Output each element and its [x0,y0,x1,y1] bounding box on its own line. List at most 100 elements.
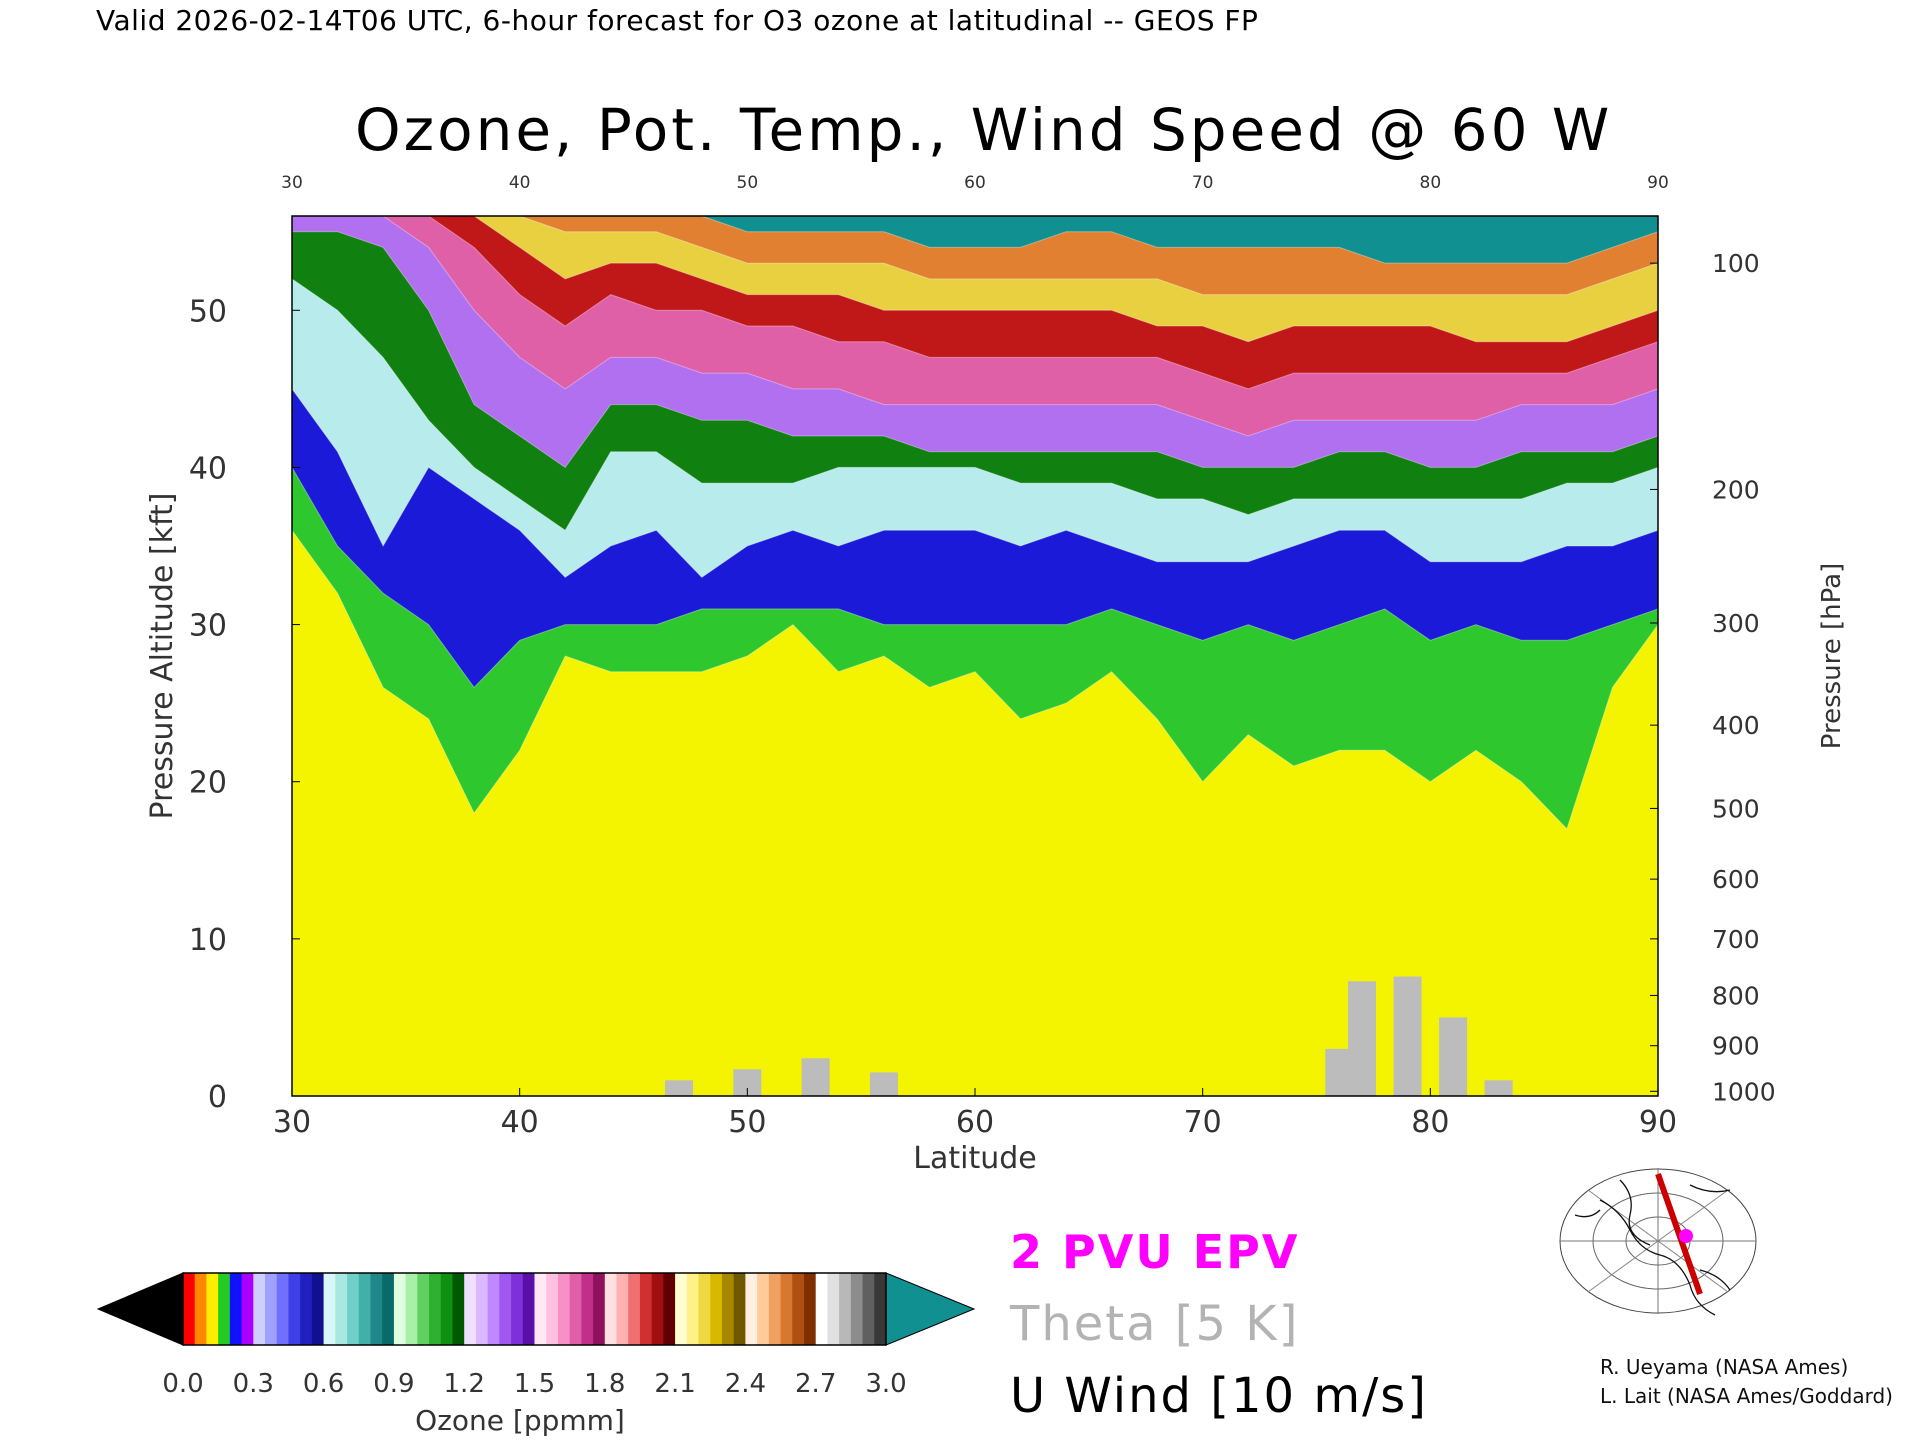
x-tick-label: 40 [501,1105,539,1140]
colorbar-swatch [300,1273,313,1345]
terrain-column [801,1058,830,1096]
valid-time-text: Valid 2026-02-14T06 UTC, 6-hour forecast… [96,4,1259,37]
x-top-tick-label: 80 [1420,173,1442,193]
pressure-tick-label: 300 [1712,609,1760,638]
x-top-tick-label: 30 [281,173,303,193]
colorbar-swatch [206,1273,219,1345]
ozone-field [292,216,1658,1096]
colorbar-swatch [651,1273,664,1345]
chart-title: Ozone, Pot. Temp., Wind Speed @ 60 W [355,96,1613,164]
colorbar-swatch [815,1273,829,1345]
colorbar-swatch [417,1273,430,1345]
colorbar-swatch [862,1273,875,1345]
colorbar-tick-label: 0.9 [373,1369,414,1399]
colorbar-swatch [382,1273,395,1345]
pressure-tick-label: 100 [1712,249,1760,278]
terrain-column [1348,981,1377,1096]
y-tick-label: 20 [189,766,227,801]
x-tick-label: 30 [273,1105,311,1140]
pressure-tick-label: 400 [1712,711,1760,740]
colorbar-swatch [780,1273,793,1345]
y-axis-ticks: 0 10 20 30 40 50 [189,294,300,1115]
colorbar-tick-label: 1.5 [514,1369,555,1399]
terrain-column [665,1080,694,1096]
colorbar-swatch [218,1273,231,1345]
colorbar-swatch [405,1273,418,1345]
x-top-tick-label: 50 [737,173,759,193]
credit-line-2: L. Lait (NASA Ames/Goddard) [1600,1384,1893,1408]
pressure-tick-label: 800 [1712,981,1760,1010]
colorbar-swatch [850,1273,864,1345]
legend-u-wind: U Wind [10 m/s] [1010,1368,1429,1424]
polar-map-icon [1558,1166,1758,1316]
colorbar-tick-label: 0.6 [303,1369,344,1399]
colorbar-swatch [698,1273,711,1345]
colorbar-swatch [733,1273,746,1345]
colorbar-swatch [628,1273,641,1345]
x-tick-label: 80 [1411,1105,1449,1140]
x-top-tick-label: 70 [1192,173,1214,193]
colorbar-swatch [183,1273,196,1345]
colorbar-swatch [440,1273,454,1345]
colorbar-frame [182,1272,887,1346]
x-top-tick-label: 90 [1647,173,1669,193]
colorbar-swatch [452,1273,465,1345]
colorbar-swatch [194,1273,208,1345]
colorbar-swatch [288,1273,301,1345]
pressure-tick-label: 900 [1712,1032,1760,1061]
colorbar-swatch [827,1273,840,1345]
colorbar-swatch [311,1273,325,1345]
pressure-tick-label: 500 [1712,794,1760,823]
colorbar-tick-label: 2.1 [654,1369,695,1399]
colorbar-swatch [639,1273,653,1345]
colorbar-swatch [429,1273,442,1345]
ozone-colorbar [96,1272,976,1346]
colorbar-swatch [663,1273,676,1345]
x-tick-label: 60 [956,1105,994,1140]
colorbar-swatch [323,1273,336,1345]
colorbar-swatch [253,1273,266,1345]
x-tick-label: 50 [728,1105,766,1140]
y-tick-label: 10 [189,923,227,958]
pressure-axis-label: Pressure [hPa] [1817,563,1847,750]
colorbar-swatch [358,1273,372,1345]
pressure-tick-label: 600 [1712,865,1760,894]
colorbar-swatch [546,1273,559,1345]
x-tick-label: 70 [1184,1105,1222,1140]
colorbar-swatch [710,1273,723,1345]
colorbar-swatch [757,1273,770,1345]
colorbar-tick-label: 2.7 [795,1369,836,1399]
terrain-column [1393,976,1422,1096]
colorbar-swatch [616,1273,629,1345]
colorbar-swatch [475,1273,489,1345]
colorbar-swatch [534,1273,547,1345]
colorbar-swatch [593,1273,606,1345]
colorbar-swatch [581,1273,594,1345]
terrain-column [1484,1080,1513,1096]
x-axis-ticks: 30 30 40 40 50 50 60 60 70 70 80 80 90 90 [273,173,1677,1140]
colorbar-tick-label: 2.4 [725,1369,766,1399]
colorbar-swatch [347,1273,360,1345]
colorbar-swatch [335,1273,348,1345]
colorbar-swatch [241,1273,254,1345]
colorbar-swatch [874,1273,887,1345]
y-tick-label: 40 [189,451,227,486]
x-top-tick-label: 40 [509,173,531,193]
legend-epv: 2 PVU EPV [1010,1225,1300,1279]
y-tick-label: 30 [189,609,227,644]
ozone-band-3 [292,216,1658,264]
colorbar-tick-label: 1.8 [584,1369,625,1399]
pressure-tick-label: 700 [1712,925,1760,954]
x-axis-label: Latitude [913,1141,1036,1176]
colorbar-swatch [557,1273,571,1345]
colorbar-swatch [487,1273,500,1345]
colorbar-tick-labels: 0.0 0.3 0.6 0.9 1.2 1.5 1.8 2.1 2.4 2.7 3.0 [162,1369,906,1399]
x-top-tick-label: 60 [964,173,986,193]
credit-line-1: R. Ueyama (NASA Ames) [1600,1355,1849,1379]
colorbar-swatch [522,1273,536,1345]
colorbar-over-arrow [885,1272,976,1346]
colorbar-swatch [393,1273,407,1345]
colorbar-tick-label: 3.0 [865,1369,906,1399]
colorbar-swatch [370,1273,383,1345]
